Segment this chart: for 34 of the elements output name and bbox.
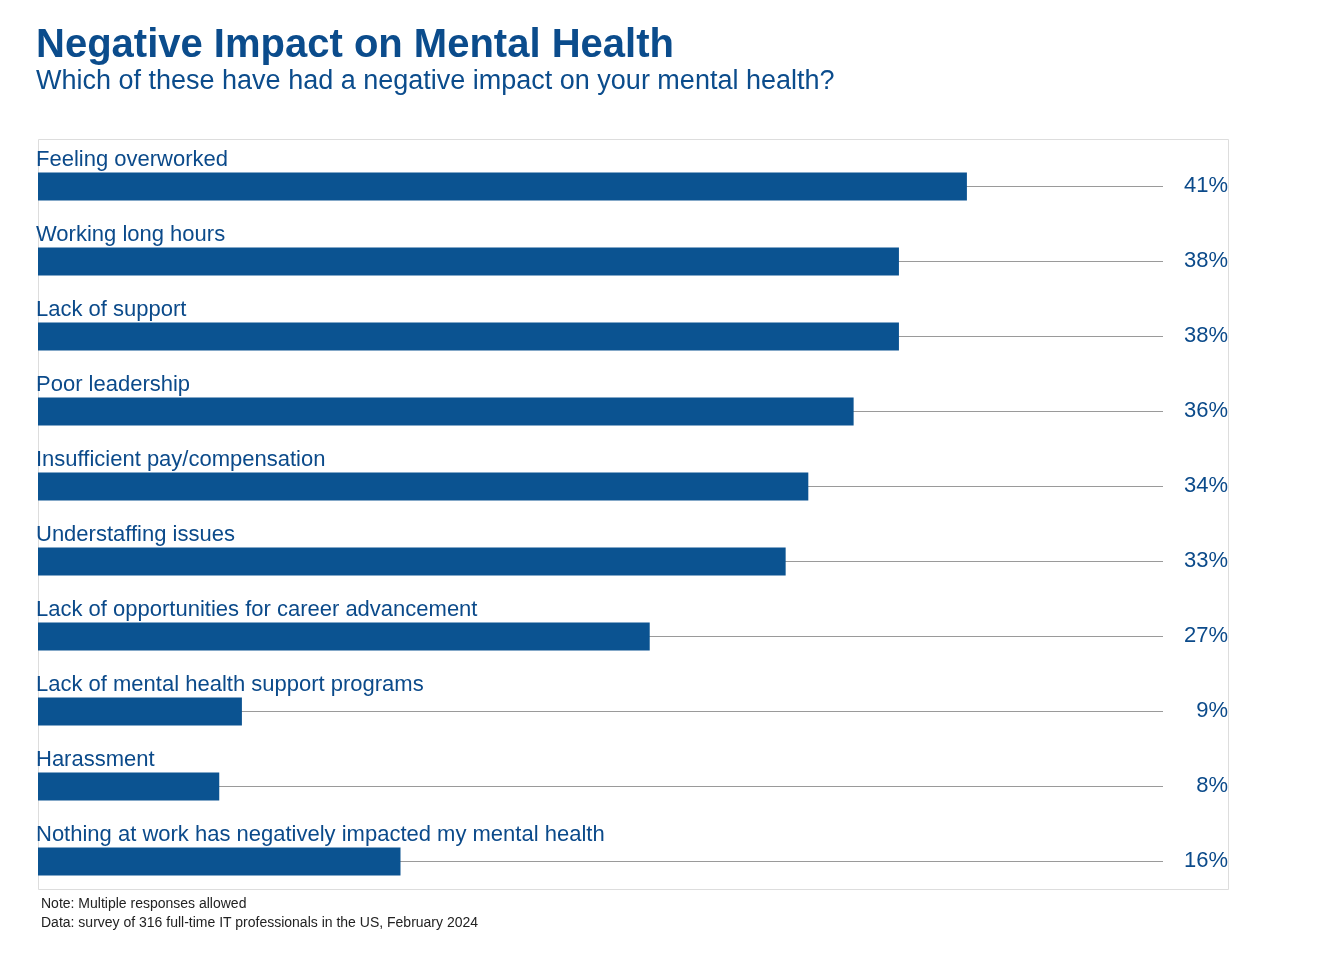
data-label: 33% [1183,546,1228,572]
y-tick-label: Poor leadership [36,370,191,396]
y-tick-label: Understaffing issues [36,520,235,546]
data-label: 34% [1183,471,1228,497]
bar [38,472,809,501]
bar [38,172,967,201]
data-label: 38% [1183,321,1228,347]
data-label: 27% [1183,621,1228,647]
chart-subtitle: Which of these have had a negative impact on your mental health? [36,65,835,95]
text: Note: Multiple responses allowed [41,895,247,911]
data-label: 9% [1196,696,1228,722]
y-tick-label: Working long hours [36,220,226,246]
bar [38,772,220,801]
bar [38,322,899,351]
data-label: 38% [1183,246,1228,272]
y-tick-label: Lack of opportunities for career advancement [36,595,478,621]
bar [38,397,854,426]
bar [38,622,650,651]
y-tick-label: Nothing at work has negatively impacted my mental health [36,820,605,846]
y-tick-label: Insufficient pay/compensation [36,445,326,471]
bar [38,547,786,576]
y-tick-label: Lack of support [36,295,187,321]
data-label: 8% [1196,771,1228,797]
bar [38,697,242,726]
y-tick-label: Lack of mental health support programs [36,670,424,696]
data-label: 41% [1183,171,1228,197]
chart-title: Negative Impact on Mental Health [36,21,674,65]
y-tick-label: Feeling overworked [36,145,228,171]
bar [38,247,899,276]
data-label: 36% [1183,396,1228,422]
text: Data: survey of 316 full-time IT professionals in the US, February 2024 [41,914,479,930]
bar [38,847,401,876]
data-label: 16% [1183,846,1228,872]
y-tick-label: Harassment [36,745,155,771]
